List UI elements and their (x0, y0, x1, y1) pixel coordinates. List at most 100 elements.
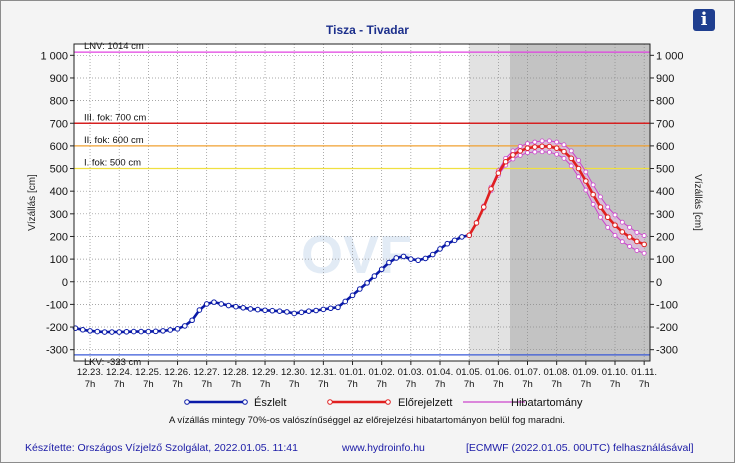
error-band-upper-point (627, 225, 632, 230)
observed-point (305, 308, 312, 314)
observed-point (254, 306, 261, 313)
forecast-point (619, 229, 626, 235)
chart-title: Tisza - Tivadar (326, 23, 409, 37)
observed-point (415, 257, 421, 264)
y-tick-label-right: 0 (656, 277, 662, 289)
x-tick-time: 7h (435, 379, 446, 390)
forecast-point (502, 158, 509, 165)
y-tick-label-left: 200 (50, 231, 68, 243)
x-tick-time: 7h (522, 379, 533, 390)
forecast-point (532, 144, 538, 150)
y-tick-label-right: 200 (656, 231, 674, 243)
forecast-note: A vízállás mintegy 70%-os valószínűségge… (169, 415, 565, 426)
error-band-lower-point (532, 149, 538, 155)
observed-point (408, 256, 414, 262)
forecast-point (568, 155, 575, 162)
observed-point (233, 303, 239, 310)
x-tick-time: 7h (85, 379, 96, 390)
y-tick-label-left: 800 (50, 96, 68, 108)
x-tick-time: 7h (581, 379, 592, 390)
x-tick-time: 7h (639, 379, 650, 390)
y-axis-label-left: Vízállás [cm] (27, 174, 38, 231)
error-band-lower-point (612, 232, 618, 238)
x-tick-date: 01.06. (485, 367, 511, 378)
y-tick-label-right: 1 000 (656, 50, 684, 62)
x-tick-date: 12.28. (223, 367, 249, 378)
forecast-point (480, 204, 487, 210)
observed-point (422, 255, 429, 262)
legend-marker-0 (184, 399, 190, 405)
forecast-point (604, 214, 611, 221)
y-axis-label-right: Vízállás [cm] (692, 174, 703, 231)
observed-point (342, 298, 349, 305)
reference-label-4: LKV: -323 cm (84, 357, 141, 368)
y-tick-label-left: 900 (50, 73, 68, 85)
error-band-upper-point (612, 212, 618, 218)
y-tick-label-right: 700 (656, 118, 674, 130)
footer-author: Készítette: Országos Vízjelző Szolgálat,… (25, 442, 298, 454)
observed-point (247, 306, 254, 312)
observed-point (130, 328, 137, 335)
observed-point (160, 328, 166, 334)
legend-label-0: Észlelt (254, 396, 286, 409)
x-tick-time: 7h (551, 379, 562, 390)
observed-point (298, 309, 305, 316)
watermark-logo: OVF (301, 225, 412, 285)
y-tick-label-right: -100 (656, 299, 678, 311)
x-tick-date: 01.11. (631, 367, 657, 378)
observed-point (291, 310, 297, 317)
y-tick-label-left: 600 (50, 141, 68, 153)
reference-label-0: LNV: 1014 cm (84, 41, 144, 52)
x-tick-time: 7h (464, 379, 475, 390)
observed-point (364, 280, 370, 286)
x-tick-time: 7h (143, 379, 154, 390)
x-tick-time: 7h (231, 379, 242, 390)
x-tick-time: 7h (172, 379, 183, 390)
x-tick-date: 12.29. (252, 367, 278, 378)
y-tick-label-left: 0 (62, 277, 68, 289)
observed-point (211, 299, 217, 305)
x-tick-date: 12.26. (164, 367, 190, 378)
shaded-region-1 (510, 44, 650, 361)
legend-marker-0 (242, 399, 248, 405)
forecast-point (597, 204, 604, 210)
y-tick-label-right: 500 (656, 164, 674, 176)
x-tick-date: 01.03. (398, 367, 424, 378)
observed-point (335, 304, 341, 311)
error-band-upper-point (634, 229, 640, 235)
y-tick-label-left: 100 (50, 254, 68, 266)
observed-point (459, 234, 465, 240)
error-band-upper-point (641, 233, 647, 238)
x-tick-date: 01.01. (339, 367, 365, 378)
forecast-point (510, 152, 516, 158)
error-band-lower-point (576, 174, 581, 180)
error-band-lower-point (641, 250, 647, 256)
x-tick-date: 01.02. (368, 367, 394, 378)
error-band-upper-point (525, 141, 530, 147)
y-tick-label-right: 900 (656, 73, 674, 85)
x-tick-date: 12.23. (77, 367, 103, 378)
observed-point (269, 307, 276, 314)
forecast-point (524, 145, 531, 151)
error-band-lower-point (539, 149, 545, 155)
observed-point (87, 328, 93, 334)
x-tick-time: 7h (406, 379, 417, 390)
error-band-lower-point (525, 150, 530, 156)
plot-border (73, 43, 651, 362)
observed-point (196, 307, 203, 313)
error-band-upper-point (561, 142, 567, 148)
x-tick-date: 01.07. (514, 367, 540, 378)
footer-website-link[interactable]: www.hydroinfo.hu (342, 442, 425, 454)
y-tick-label-left: 1 000 (40, 50, 68, 62)
error-band-upper-point (605, 204, 611, 210)
y-tick-label-left: 300 (50, 209, 68, 221)
legend-label-1: Előrejelzett (398, 397, 452, 409)
y-tick-label-left: 400 (50, 186, 68, 198)
observed-point (123, 328, 130, 335)
observed-point (437, 246, 443, 252)
observed-point (225, 302, 232, 309)
legend-marker-1 (385, 399, 391, 405)
x-tick-time: 7h (289, 379, 300, 390)
info-icon[interactable]: i (693, 9, 715, 31)
x-tick-time: 7h (610, 379, 621, 390)
